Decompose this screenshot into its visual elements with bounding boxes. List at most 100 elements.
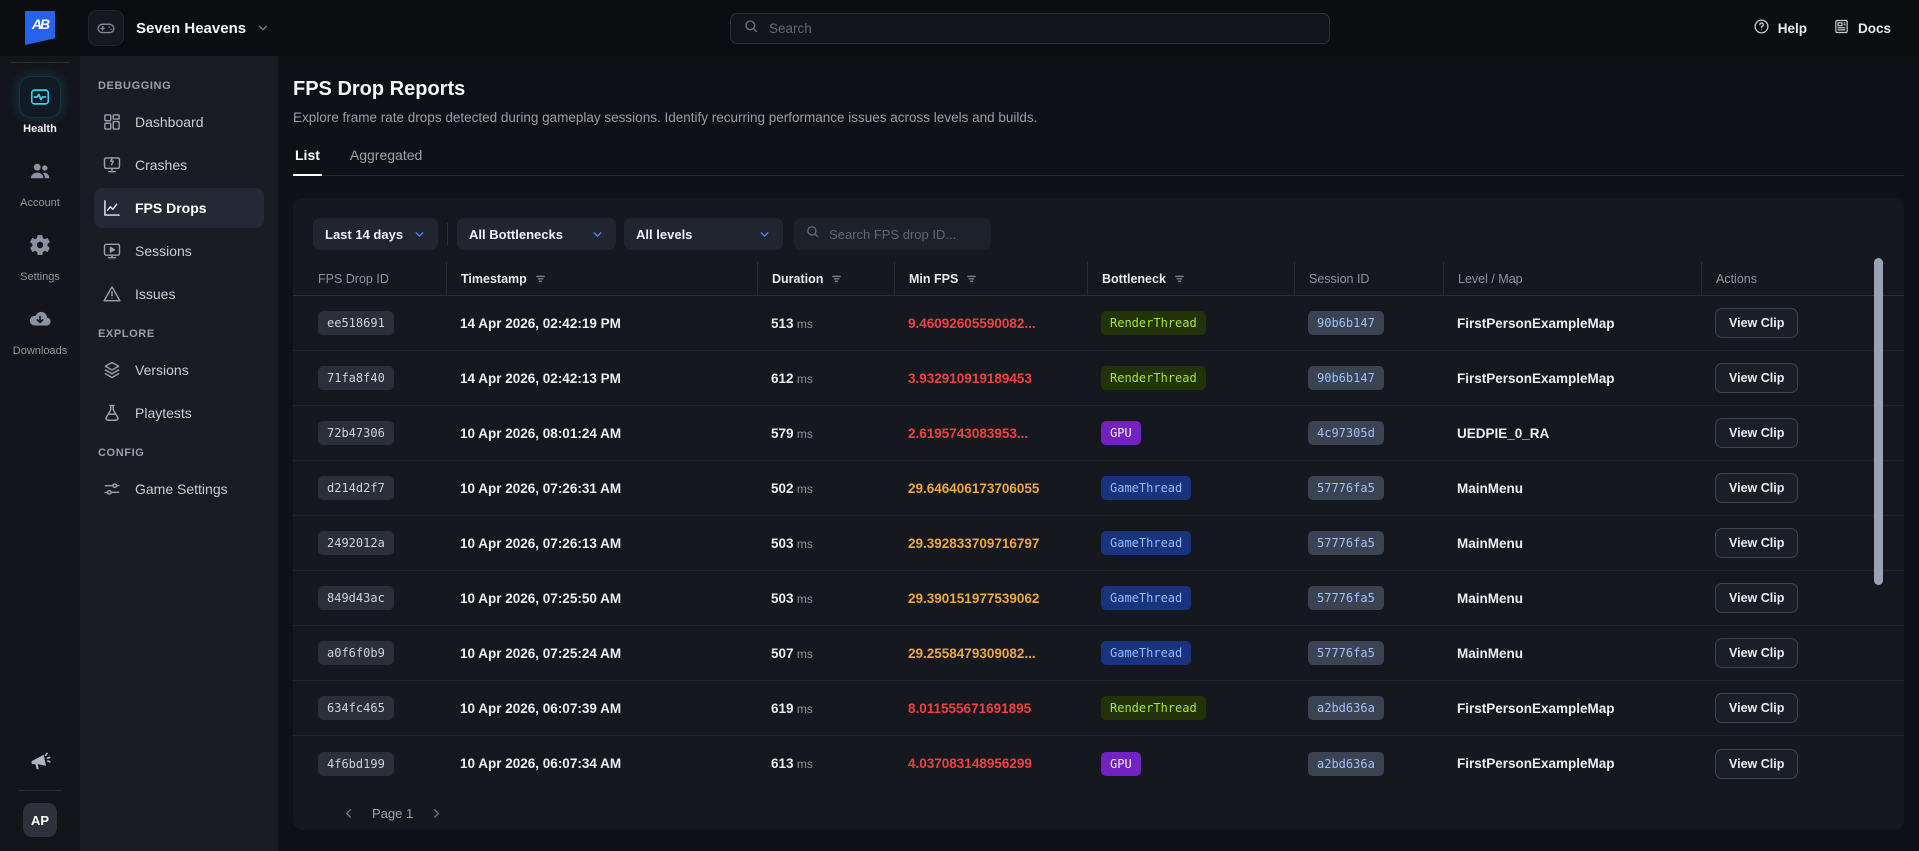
- sidebar-item-game-settings[interactable]: Game Settings: [94, 469, 264, 509]
- cell-level-map: FirstPersonExampleMap: [1457, 700, 1615, 716]
- bottleneck-filter-value: All Bottlenecks: [469, 226, 563, 242]
- cell-session-id: 57776fa5: [1294, 531, 1443, 555]
- cell-fps-drop-id: 71fa8f40: [293, 366, 446, 390]
- sidebar-item-fps-drops[interactable]: FPS Drops: [94, 188, 264, 228]
- cell-level-map: FirstPersonExampleMap: [1457, 756, 1615, 771]
- fps-drops-icon: [102, 198, 122, 218]
- view-clip-button[interactable]: View Clip: [1715, 528, 1799, 558]
- cell-duration: 579 ms: [757, 426, 894, 441]
- rail-item-downloads[interactable]: Downloads: [13, 299, 67, 357]
- next-page-icon[interactable]: [429, 806, 444, 821]
- playtests-icon: [102, 403, 122, 423]
- cell-fps-drop-id: 4f6bd199: [293, 751, 446, 776]
- cell-session-id: 4c97305d: [1294, 421, 1443, 445]
- sidebar-item-label: Game Settings: [135, 481, 228, 497]
- help-button[interactable]: Help: [1753, 18, 1807, 38]
- app-logo[interactable]: AB: [25, 11, 55, 45]
- page-label: Page 1: [372, 806, 414, 821]
- view-clip-button[interactable]: View Clip: [1715, 638, 1799, 668]
- filter-bar: Last 14 days All Bottlenecks All levels: [293, 218, 1904, 250]
- table-row: ee518691 14 Apr 2026, 02:42:19 PM 513 ms 9.…: [293, 296, 1904, 351]
- issues-icon: [102, 284, 122, 304]
- level-filter[interactable]: All levels: [624, 218, 784, 250]
- duration-value: 502: [771, 480, 794, 496]
- table-row: 4f6bd199 10 Apr 2026, 06:07:34 AM 613 ms 4.…: [293, 736, 1904, 791]
- sidebar-item-crashes[interactable]: Crashes: [94, 145, 264, 185]
- main-content: FPS Drop Reports Explore frame rate drop…: [278, 56, 1919, 851]
- cell-actions: View Clip: [1701, 638, 1904, 668]
- game-settings-icon: [102, 479, 122, 499]
- rail-item-account[interactable]: Account: [13, 151, 67, 209]
- cell-session-id: 57776fa5: [1294, 641, 1443, 665]
- tab-aggregated[interactable]: Aggregated: [349, 147, 423, 163]
- cell-min-fps: 9.46092605590082...: [894, 316, 1087, 331]
- duration-unit: ms: [793, 371, 813, 386]
- cell-actions: View Clip: [1701, 418, 1904, 448]
- cell-actions: View Clip: [1701, 528, 1904, 558]
- avatar-initials: AP: [30, 812, 50, 828]
- bottleneck-badge: GameThread: [1101, 531, 1192, 555]
- cell-fps-drop-id: d214d2f7: [293, 476, 446, 500]
- cell-min-fps: 29.646406173706055: [894, 481, 1087, 496]
- tab-list[interactable]: List: [293, 147, 322, 176]
- column-header-level-map: Level / Map: [1443, 262, 1701, 295]
- vertical-scrollbar[interactable]: [1874, 258, 1883, 585]
- fps-drop-id-chip: ee518691: [318, 311, 394, 335]
- column-label: FPS Drop ID: [318, 271, 389, 286]
- cell-level-map: MainMenu: [1457, 535, 1523, 551]
- docs-button[interactable]: Docs: [1833, 18, 1891, 38]
- sidebar-item-label: Versions: [135, 362, 189, 378]
- prev-page-icon[interactable]: [341, 806, 356, 821]
- duration-value: 503: [771, 590, 794, 606]
- view-clip-button[interactable]: View Clip: [1715, 473, 1799, 503]
- view-clip-button[interactable]: View Clip: [1715, 363, 1799, 393]
- column-header-bottleneck[interactable]: Bottleneck: [1087, 262, 1294, 295]
- column-header-timestamp[interactable]: Timestamp: [446, 262, 757, 295]
- view-clip-button[interactable]: View Clip: [1715, 748, 1799, 779]
- rail-item-health[interactable]: Health: [13, 77, 67, 135]
- user-avatar[interactable]: AP: [23, 803, 57, 837]
- global-search-input[interactable]: [769, 21, 1317, 36]
- sidebar-item-sessions[interactable]: Sessions: [94, 231, 264, 271]
- min-fps-value: 29.2558479309082...: [908, 645, 1036, 661]
- view-clip-button[interactable]: View Clip: [1715, 583, 1799, 613]
- session-id-chip: 4c97305d: [1308, 421, 1384, 445]
- min-fps-value: 2.6195743083953...: [908, 425, 1029, 441]
- sidebar-item-label: Crashes: [135, 157, 188, 173]
- sidebar-item-dashboard[interactable]: Dashboard: [94, 102, 264, 142]
- view-clip-button[interactable]: View Clip: [1715, 308, 1799, 338]
- announcements-megaphone-icon[interactable]: [28, 749, 52, 776]
- cell-min-fps: 29.392833709716797: [894, 536, 1087, 551]
- column-header-min-fps[interactable]: Min FPS: [894, 262, 1087, 295]
- sidebar-item-issues[interactable]: Issues: [94, 274, 264, 314]
- duration-value: 513: [771, 315, 794, 331]
- cell-bottleneck: GameThread: [1087, 531, 1294, 555]
- bottleneck-filter[interactable]: All Bottlenecks: [457, 218, 617, 250]
- sidebar-item-versions[interactable]: Versions: [94, 350, 264, 390]
- view-clip-button[interactable]: View Clip: [1715, 693, 1799, 723]
- cell-actions: View Clip: [1701, 473, 1904, 503]
- cell-timestamp: 10 Apr 2026, 08:01:24 AM: [460, 425, 622, 441]
- dashboard-icon: [102, 112, 122, 132]
- fps-drop-id-search-input[interactable]: [829, 226, 981, 242]
- chevron-down-icon: [413, 228, 426, 241]
- date-range-filter[interactable]: Last 14 days: [313, 218, 439, 250]
- session-id-chip: a2bd636a: [1308, 696, 1384, 720]
- cell-bottleneck: RenderThread: [1087, 311, 1294, 335]
- column-label: Level / Map: [1458, 271, 1523, 286]
- cell-duration: 513 ms: [757, 316, 894, 331]
- column-header-duration[interactable]: Duration: [757, 262, 894, 295]
- cell-timestamp: 10 Apr 2026, 07:26:31 AM: [460, 480, 622, 496]
- cell-fps-drop-id: 72b47306: [293, 421, 446, 445]
- column-label: Timestamp: [461, 271, 527, 286]
- rail-item-settings[interactable]: Settings: [13, 225, 67, 283]
- cell-timestamp: 10 Apr 2026, 07:25:50 AM: [460, 590, 622, 606]
- docs-label: Docs: [1857, 20, 1891, 36]
- cell-timestamp: 14 Apr 2026, 02:42:19 PM: [460, 315, 621, 331]
- project-switcher[interactable]: Seven Heavens: [88, 10, 270, 46]
- sidebar-item-label: FPS Drops: [135, 200, 207, 216]
- cell-bottleneck: GPU: [1087, 421, 1294, 445]
- duration-unit: ms: [793, 591, 813, 606]
- sidebar-item-playtests[interactable]: Playtests: [94, 393, 264, 433]
- view-clip-button[interactable]: View Clip: [1715, 418, 1799, 448]
